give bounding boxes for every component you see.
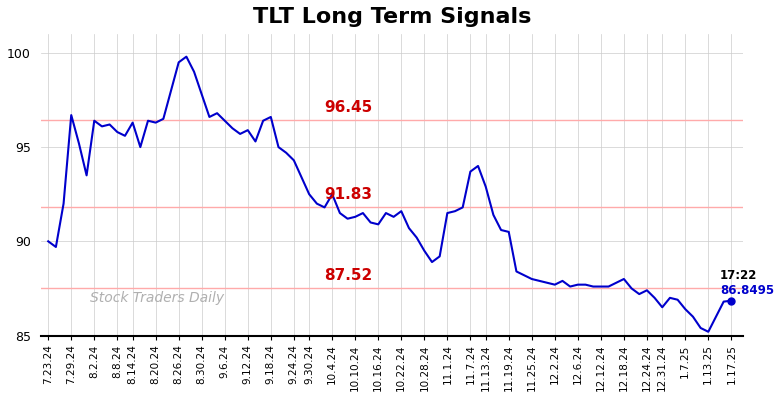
Text: Stock Traders Daily: Stock Traders Daily [89,291,223,305]
Text: 17:22: 17:22 [720,269,757,282]
Text: 91.83: 91.83 [325,187,372,202]
Title: TLT Long Term Signals: TLT Long Term Signals [252,7,531,27]
Text: 96.45: 96.45 [325,100,372,115]
Text: 86.8495: 86.8495 [720,284,774,297]
Text: 87.52: 87.52 [325,268,372,283]
